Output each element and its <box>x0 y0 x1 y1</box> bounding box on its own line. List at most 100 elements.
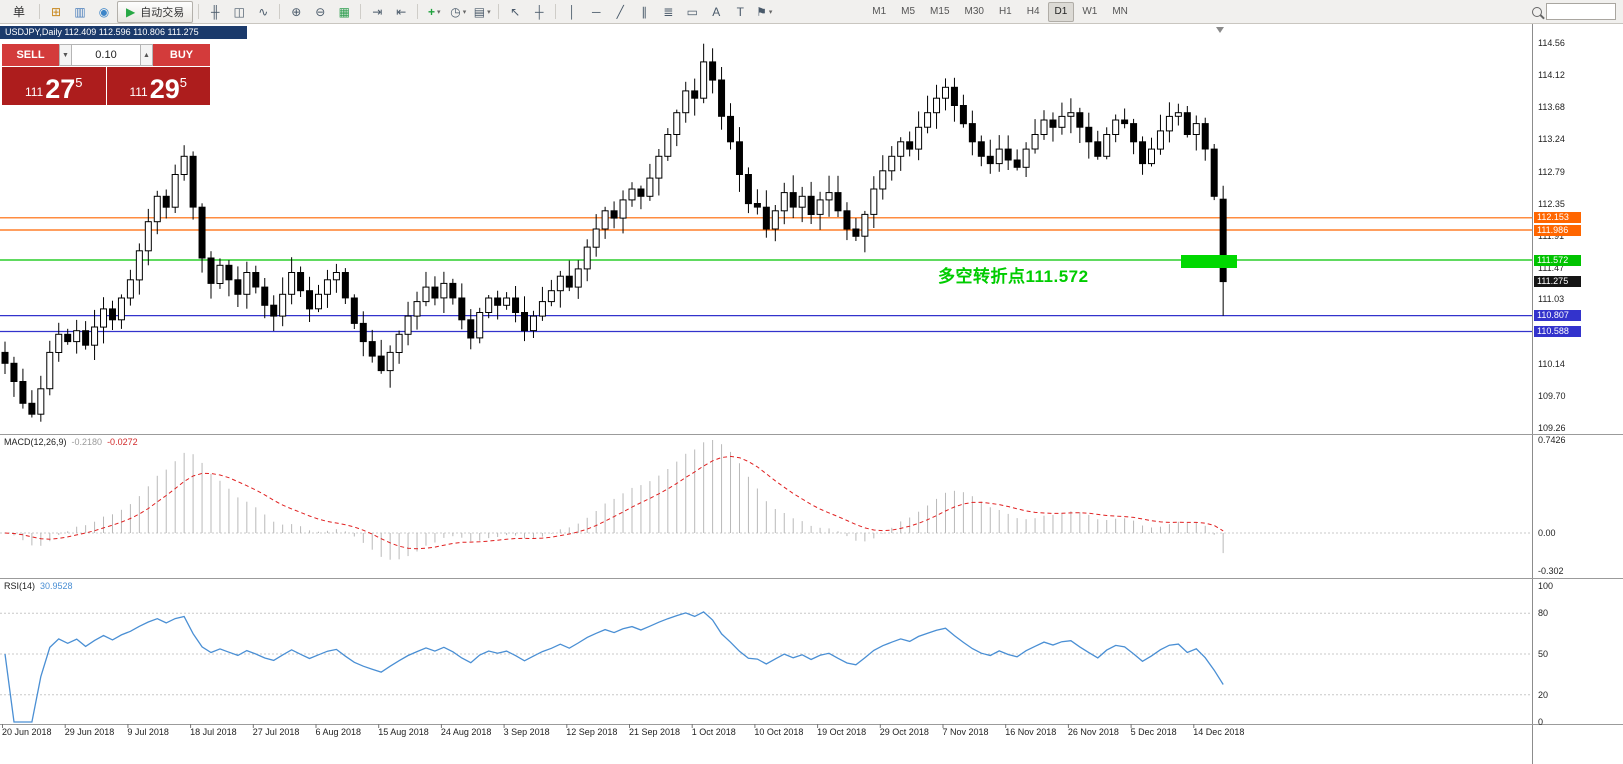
trendline-icon: ╱ <box>616 4 624 19</box>
chevron-down-icon: ▾ <box>436 8 441 16</box>
profiles-icon[interactable]: ◉ <box>93 1 115 23</box>
candlestick-chart-icon: ◫ <box>233 4 245 19</box>
periods-icon: ◷ <box>450 4 461 19</box>
toolbar-separator <box>39 4 40 19</box>
date-label: 7 Nov 2018 <box>942 727 989 737</box>
toolbar-separator <box>498 4 500 19</box>
toolbar-separator <box>198 4 200 19</box>
shapes-icon: ▭ <box>686 4 698 19</box>
timeframe-h1[interactable]: H1 <box>998 6 1012 17</box>
volume-up-button[interactable]: ▲ <box>140 44 153 66</box>
price-scale-column <box>1532 24 1623 764</box>
date-label: 5 Dec 2018 <box>1130 727 1177 737</box>
trendline-icon[interactable]: ╱ <box>609 1 631 23</box>
macd-signal-value: -0.0272 <box>107 437 138 447</box>
timeframe-m5[interactable]: M5 <box>901 6 916 17</box>
bid-pip-digit: 5 <box>75 75 83 90</box>
chart-shift-marker[interactable] <box>1216 27 1224 33</box>
autotrading-button[interactable]: ▶ 自动交易 <box>117 0 194 23</box>
date-label: 6 Aug 2018 <box>315 727 362 737</box>
buy-button[interactable]: BUY <box>153 44 210 66</box>
rsi-name: RSI(14) <box>4 581 36 591</box>
timeframe-h4[interactable]: H4 <box>1026 6 1040 17</box>
timeframe-d1[interactable]: D1 <box>1047 1 1075 22</box>
auto-scroll-icon[interactable]: ⇥ <box>366 1 388 23</box>
arrows-icon: ⚑ <box>756 4 767 19</box>
new-order-icon: ⊞ <box>50 4 62 19</box>
timeframe-m1[interactable]: M1 <box>872 6 887 17</box>
date-label: 29 Oct 2018 <box>879 727 929 737</box>
date-label: 24 Aug 2018 <box>440 727 492 737</box>
macd-main-value: -0.2180 <box>71 437 103 447</box>
bid-big-digits: 27 <box>45 74 76 104</box>
date-label: 20 Jun 2018 <box>2 727 52 737</box>
autotrading-button: ▶ <box>126 4 136 19</box>
tile-windows-icon: ▦ <box>338 4 350 19</box>
date-label: 3 Sep 2018 <box>503 727 550 737</box>
date-label: 29 Jun 2018 <box>64 727 115 737</box>
auto-scroll-icon: ⇥ <box>372 4 383 19</box>
chart-window-icon[interactable]: ▥ <box>69 1 91 23</box>
search-input[interactable] <box>1546 3 1616 20</box>
date-label: 15 Aug 2018 <box>378 727 429 737</box>
symbol-search <box>1532 3 1619 20</box>
templates-icon[interactable]: ▤ ▾ <box>471 1 493 23</box>
vertical-line-icon[interactable]: │ <box>561 1 583 23</box>
bid-price-button[interactable]: 111 27 5 <box>2 67 106 105</box>
text-icon[interactable]: A <box>705 1 727 23</box>
new-order-icon[interactable]: ⊞ <box>45 1 67 23</box>
cursor-icon[interactable]: ↖ <box>504 1 526 23</box>
indicators-icon: + <box>427 4 435 19</box>
tile-windows-icon[interactable]: ▦ <box>333 1 355 23</box>
autotrading-label: 自动交易 <box>140 6 185 19</box>
timeframe-m30[interactable]: M30 <box>964 6 984 17</box>
date-label: 16 Nov 2018 <box>1005 727 1057 737</box>
bar-chart-icon: ╫ <box>210 4 220 19</box>
toolbar: 单 ⊞ ▥ ◉ ▶ 自动交易 ╫ ◫ ∿ ⊕ ⊖ ▦ ⇥ ⇤ + ▾ ◷ ▾ ▤ ▾ ↖ ┼ │ ─ ╱ ∥ ≣ ▭ A T ⚑ ▾ M1 M… <box>0 0 1623 24</box>
arrows-icon[interactable]: ⚑ ▾ <box>753 1 775 23</box>
cursor-icon: ↖ <box>510 4 521 19</box>
timeframe-buttons: M1 M5 M15 M30 H1 H4 D1 W1 MN <box>865 1 1135 22</box>
date-label: 21 Sep 2018 <box>629 727 681 737</box>
zoom-in-icon[interactable]: ⊕ <box>285 1 307 23</box>
date-label: 9 Jul 2018 <box>127 727 169 737</box>
templates-icon: ▤ <box>473 4 486 19</box>
horizontal-line-icon: ─ <box>591 4 601 19</box>
menu-button[interactable]: 单 <box>12 5 25 19</box>
fibonacci-icon[interactable]: ≣ <box>657 1 679 23</box>
line-chart-icon: ∿ <box>258 4 269 19</box>
label-icon[interactable]: T <box>729 1 751 23</box>
date-label: 10 Oct 2018 <box>754 727 804 737</box>
bid-prefix: 111 <box>24 85 44 99</box>
horizontal-line-icon[interactable]: ─ <box>585 1 607 23</box>
indicators-icon[interactable]: + ▾ <box>423 1 445 23</box>
zoom-out-icon[interactable]: ⊖ <box>309 1 331 23</box>
toolbar-separator <box>555 4 557 19</box>
bar-chart-icon[interactable]: ╫ <box>204 1 226 23</box>
crosshair-icon[interactable]: ┼ <box>528 1 550 23</box>
volume-down-button[interactable]: ▼ <box>59 44 72 66</box>
label-icon: T <box>736 4 744 19</box>
chevron-down-icon: ▾ <box>768 8 773 16</box>
date-label: 12 Sep 2018 <box>566 727 618 737</box>
ask-price-button[interactable]: 111 29 5 <box>106 67 210 105</box>
periods-icon[interactable]: ◷ ▾ <box>447 1 469 23</box>
chart-title-bar: USDJPY,Daily 112.409 112.596 110.806 111… <box>0 26 247 39</box>
timeframe-mn[interactable]: MN <box>1112 6 1128 17</box>
chart-shift-icon[interactable]: ⇤ <box>390 1 412 23</box>
crosshair-icon: ┼ <box>534 4 544 19</box>
sell-button[interactable]: SELL <box>2 44 59 66</box>
macd-name: MACD(12,26,9) <box>4 437 67 447</box>
channel-icon[interactable]: ∥ <box>633 1 655 23</box>
timeframe-w1[interactable]: W1 <box>1082 6 1098 17</box>
date-label: 19 Oct 2018 <box>817 727 867 737</box>
candlestick-chart-icon[interactable]: ◫ <box>228 1 250 23</box>
volume-input[interactable] <box>72 44 140 66</box>
timeframe-m15[interactable]: M15 <box>930 6 950 17</box>
zoom-in-icon: ⊕ <box>291 4 302 19</box>
line-chart-icon[interactable]: ∿ <box>252 1 274 23</box>
shapes-icon[interactable]: ▭ <box>681 1 703 23</box>
search-icon[interactable] <box>1532 6 1542 17</box>
